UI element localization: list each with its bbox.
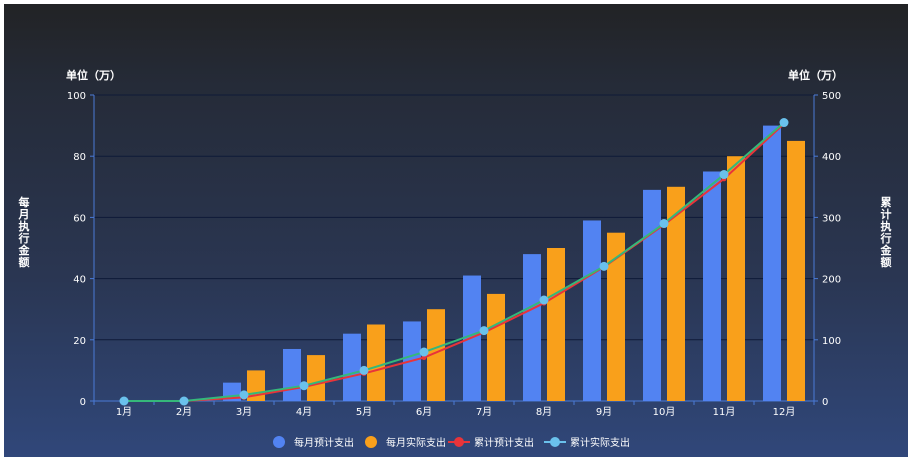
x-tick-label: 12月 <box>773 406 796 418</box>
bar-planned <box>763 125 781 401</box>
bar-actual <box>307 355 325 401</box>
bar-actual <box>727 156 745 401</box>
legend-label: 每月预计支出 <box>294 436 354 449</box>
point-cumulative-actual <box>419 347 429 357</box>
legend-item[interactable]: 累计实际支出 <box>544 436 630 449</box>
right-tick-label: 500 <box>822 91 841 102</box>
x-tick-label: 6月 <box>416 406 432 418</box>
legend-label: 每月实际支出 <box>386 436 446 449</box>
left-axis-name: 每月执行金额 <box>18 195 31 269</box>
gridlines <box>94 94 814 341</box>
right-axis-name-text: 累计执行金额 <box>880 196 893 269</box>
x-tick-label: 8月 <box>536 406 552 418</box>
legend-label: 累计实际支出 <box>570 436 630 449</box>
x-tick-label: 4月 <box>296 406 312 418</box>
bar-actual <box>547 248 565 401</box>
right-tick-label: 200 <box>822 275 841 286</box>
point-cumulative-actual <box>119 396 129 406</box>
x-tick-label: 5月 <box>356 406 372 418</box>
lines <box>119 118 789 406</box>
x-tick-label: 11月 <box>713 406 736 418</box>
line-cumulative-planned <box>124 123 785 402</box>
left-tick-label: 20 <box>73 336 86 347</box>
point-cumulative-actual <box>599 261 609 271</box>
point-cumulative-actual <box>779 118 789 128</box>
point-cumulative-actual <box>539 295 549 305</box>
axes: 0 20 40 60 80 100 0 100 200 300 400 500 1月 2月 3月 4月 5月 6月… <box>67 91 841 418</box>
chart-panel <box>4 4 908 457</box>
legend-swatch <box>365 436 377 448</box>
x-tick-label: 1月 <box>116 406 132 418</box>
line-cumulative-actual <box>124 121 785 402</box>
legend-item[interactable]: 每月实际支出 <box>365 436 446 449</box>
legend[interactable]: 每月预计支出 每月实际支出 累计预计支出 累计实际支出 <box>273 436 630 449</box>
bar-actual <box>367 324 385 401</box>
point-cumulative-actual <box>659 219 669 229</box>
right-tick-label: 100 <box>822 336 841 347</box>
legend-swatch-dot <box>550 437 560 447</box>
right-tick-label: 400 <box>822 152 841 163</box>
legend-item[interactable]: 累计预计支出 <box>448 436 534 449</box>
right-axis-name: 累计执行金额 <box>880 196 893 269</box>
point-cumulative-actual <box>479 326 489 336</box>
bar-actual <box>667 186 685 401</box>
bar-planned <box>523 254 541 401</box>
bar-planned <box>283 348 301 401</box>
bar-planned <box>583 220 601 401</box>
x-tick-label: 10月 <box>653 406 676 418</box>
x-tick-label: 7月 <box>476 406 492 418</box>
legend-swatch <box>273 436 285 448</box>
legend-label: 累计预计支出 <box>474 436 534 449</box>
left-tick-label: 100 <box>67 91 86 102</box>
left-axis-name-text: 每月执行金额 <box>18 195 31 269</box>
point-cumulative-actual <box>239 390 249 400</box>
x-tick-label: 9月 <box>596 406 612 418</box>
bar-actual <box>787 140 805 401</box>
left-tick-label: 40 <box>73 275 86 286</box>
point-cumulative-actual <box>179 396 189 406</box>
point-cumulative-actual <box>359 365 369 375</box>
legend-item[interactable]: 每月预计支出 <box>273 436 354 449</box>
x-tick-label: 3月 <box>236 406 252 418</box>
right-unit-label: 单位（万） <box>788 68 843 82</box>
bar-actual <box>427 309 445 401</box>
point-cumulative-actual <box>299 381 309 391</box>
bar-planned <box>643 189 661 401</box>
point-cumulative-actual <box>719 170 729 180</box>
bars <box>223 125 805 401</box>
bar-actual <box>607 232 625 401</box>
right-tick-label: 300 <box>822 213 841 224</box>
x-tick-label: 2月 <box>176 406 192 418</box>
left-tick-label: 60 <box>73 213 86 224</box>
bar-actual <box>487 293 505 401</box>
bar-planned <box>703 171 721 401</box>
left-tick-label: 0 <box>80 397 86 408</box>
right-tick-label: 0 <box>822 397 828 408</box>
legend-swatch-dot <box>454 437 464 447</box>
bar-planned <box>343 333 361 401</box>
left-tick-label: 80 <box>73 152 86 163</box>
left-unit-label: 单位（万） <box>66 68 121 82</box>
